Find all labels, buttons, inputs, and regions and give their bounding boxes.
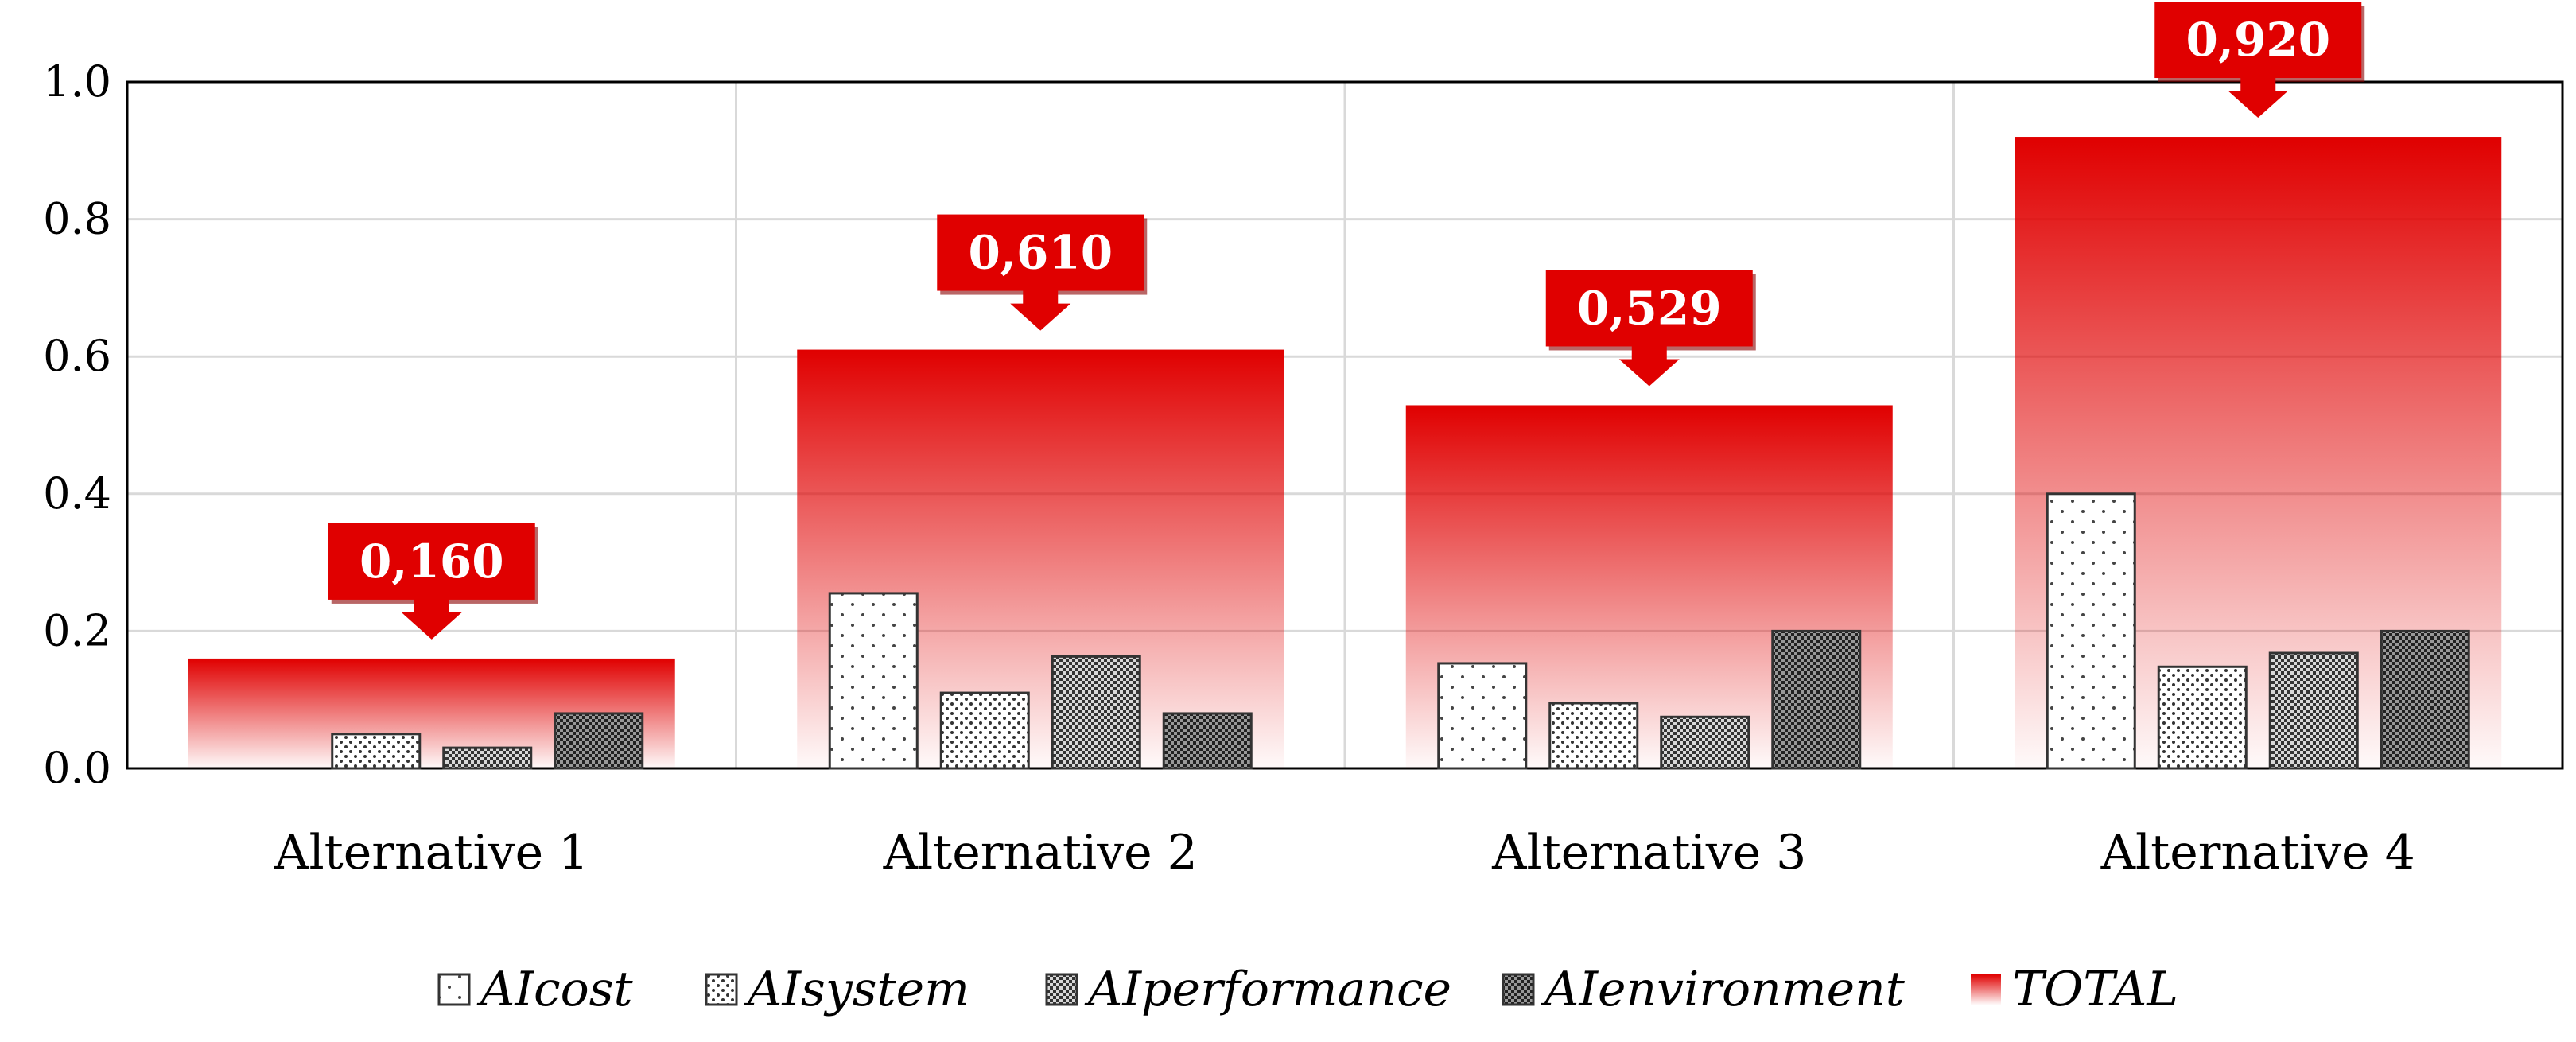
y-tick-label: 0.6	[43, 331, 111, 381]
total-callout: 0,160	[328, 523, 538, 640]
bar-aiperformance	[2268, 651, 2359, 770]
legend-swatch	[1971, 974, 2001, 1005]
total-callout: 0,529	[1545, 270, 1756, 387]
bar-aisystem	[939, 691, 1030, 770]
y-tick-label: 1.0	[43, 56, 111, 107]
x-tick-label: Alternative 1	[274, 825, 589, 881]
legend: AIcost AIsystem AIperformance AIenvironment…	[437, 962, 2178, 1017]
legend-swatch	[1045, 973, 1078, 1006]
x-tick-label: Alternative 3	[1491, 825, 1806, 881]
bar-aienvironment	[1771, 629, 1862, 770]
callout-box	[1545, 270, 1753, 347]
bar-aiperformance	[1051, 655, 1141, 770]
x-tick-label: Alternative 2	[883, 825, 1198, 881]
legend-label: AIsystem	[744, 962, 969, 1017]
bar-aienvironment	[2380, 629, 2470, 770]
total-callouts: 0,160 0,610 0,529 0,920	[328, 2, 2365, 640]
series-bars	[331, 492, 2470, 770]
legend-label: AIenvironment	[1541, 962, 1906, 1017]
y-tick-label: 0.4	[43, 469, 111, 519]
bar-aicost	[1437, 662, 1528, 770]
legend-label: AIperformance	[1084, 962, 1451, 1017]
bar-aisystem	[1548, 702, 1639, 770]
plot-frame	[126, 80, 2564, 770]
x-tick-label: Alternative 4	[2100, 825, 2415, 881]
bar-aienvironment	[554, 712, 644, 770]
y-tick-label: 0.8	[43, 194, 111, 244]
legend-item: AIsystem	[705, 962, 969, 1017]
legend-label: TOTAL	[2012, 962, 2178, 1017]
callout-box	[2154, 2, 2362, 79]
bar-aicost	[2046, 492, 2136, 770]
total-data-label: 0,160	[359, 535, 504, 589]
y-tick-label: 0.2	[43, 605, 111, 655]
legend-item: AIperformance	[1045, 962, 1451, 1017]
total-data-label: 0,610	[968, 226, 1113, 280]
callout-arrow	[2228, 76, 2289, 119]
bar-aicost	[828, 592, 919, 770]
callout-arrow	[1618, 344, 1680, 387]
gridlines	[126, 80, 2564, 770]
x-axis: Alternative 1 Alternative 2 Alternative 3 A…	[274, 825, 2415, 881]
bar-aiperformance	[1660, 715, 1750, 770]
legend-swatch	[1502, 973, 1535, 1006]
legend-item: AIenvironment	[1502, 962, 1906, 1017]
callout-arrow	[1010, 289, 1071, 331]
callout-box	[937, 214, 1144, 291]
legend-item: AIcost	[437, 962, 634, 1017]
bar-aiperformance	[442, 746, 533, 770]
y-tick-label: 0.0	[43, 743, 111, 793]
total-data-label: 0,920	[2186, 13, 2330, 67]
callout-arrow	[401, 597, 462, 640]
total-callout: 0,610	[937, 214, 1148, 331]
legend-label: AIcost	[476, 962, 634, 1017]
total-data-label: 0,529	[1577, 281, 1722, 335]
bar-aisystem	[331, 733, 422, 770]
total-bars	[188, 137, 2502, 769]
legend-swatch	[437, 973, 471, 1006]
callout-box	[328, 523, 535, 600]
bar-aisystem	[2157, 665, 2248, 770]
bar-aienvironment	[1162, 712, 1253, 770]
legend-swatch	[705, 973, 738, 1006]
total-callout: 0,920	[2154, 2, 2365, 119]
y-axis: 0.0 0.2 0.4 0.6 0.8 1.0	[43, 56, 111, 793]
legend-item: TOTAL	[1971, 962, 2178, 1017]
